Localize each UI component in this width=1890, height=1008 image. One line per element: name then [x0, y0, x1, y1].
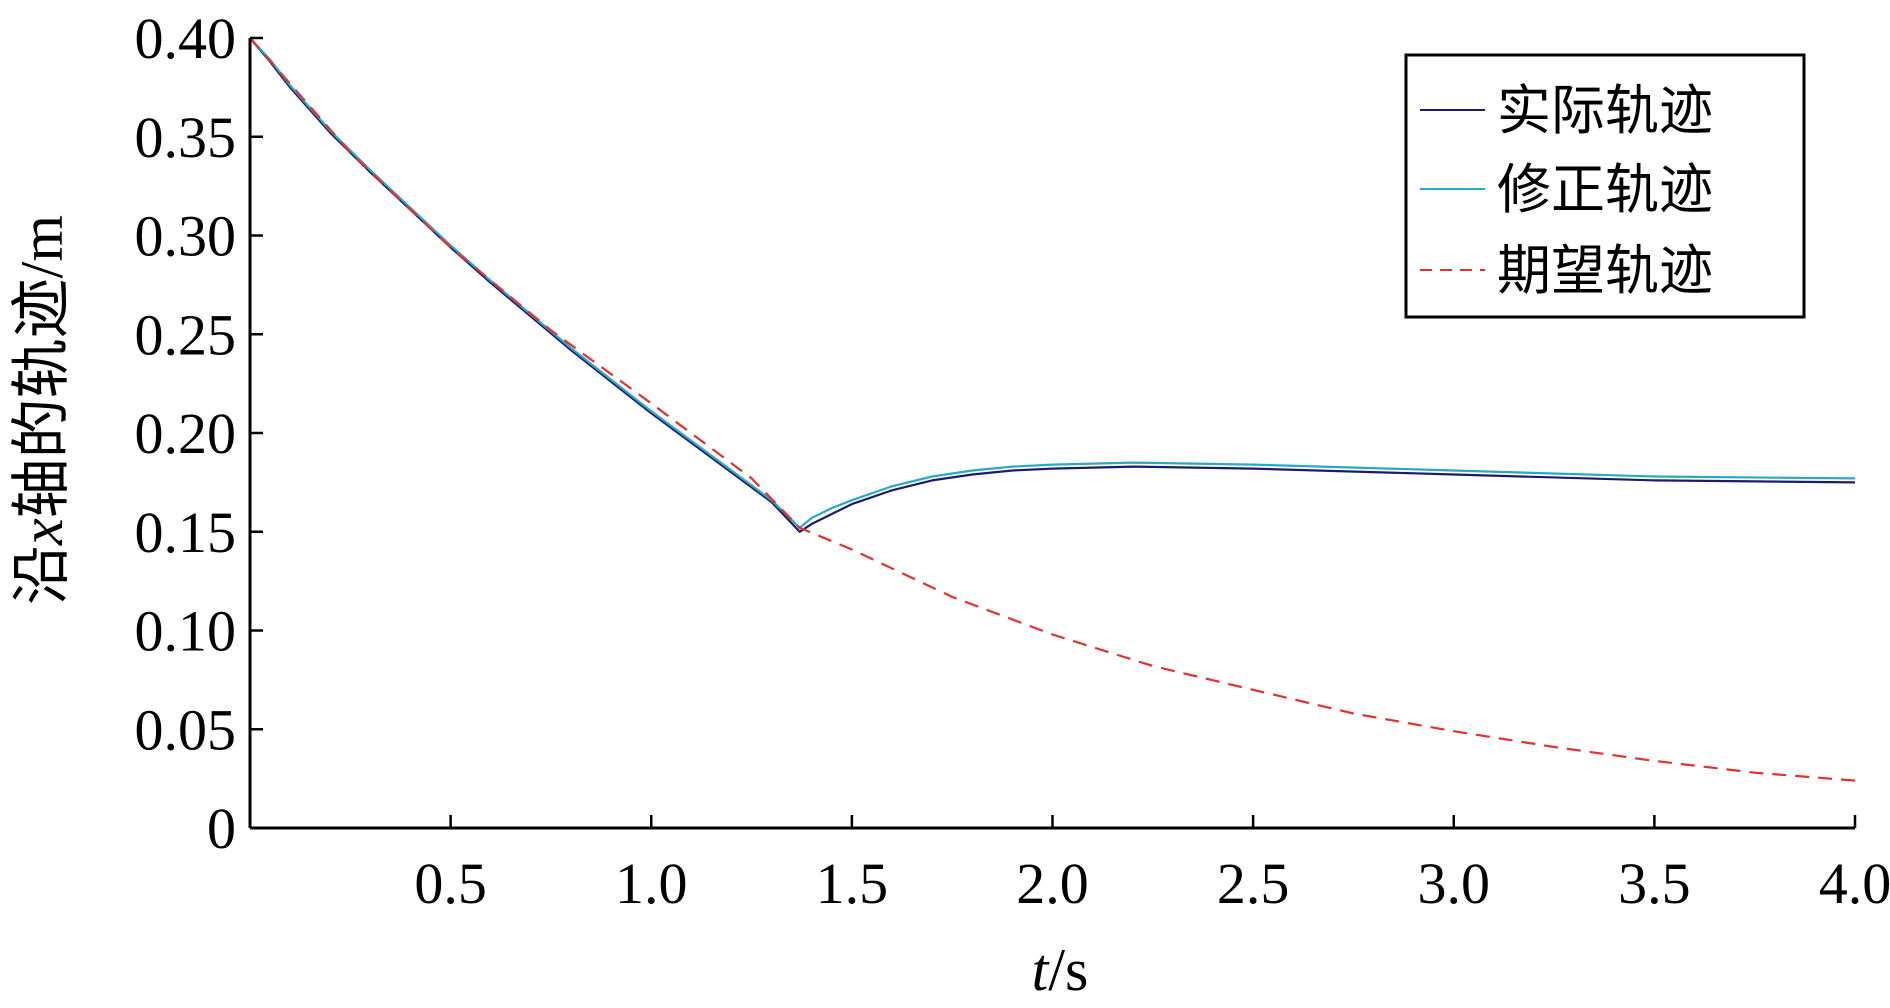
y-tick-label: 0 — [207, 796, 236, 861]
legend-label-expected: 期望轨迹 — [1497, 239, 1713, 302]
x-tick-label: 3.5 — [1618, 851, 1691, 916]
x-axis-title-italic: t — [1032, 937, 1050, 1003]
y-axis-title: 沿x轴的轨迹/m — [9, 215, 75, 605]
legend: 实际轨迹 修正轨迹 期望轨迹 — [1404, 53, 1806, 319]
y-tick-label: 0.40 — [135, 6, 237, 71]
legend-label-actual: 实际轨迹 — [1497, 79, 1713, 142]
series-layer — [249, 37, 1856, 782]
y-tick-label: 0.05 — [135, 697, 237, 762]
y-tick-label: 0.35 — [135, 105, 237, 170]
y-tick-label: 0.20 — [135, 401, 237, 466]
ticks-layer: 0.5 1.0 1.5 2.0 2.5 3.0 3.5 4.0 0 0.05 0.10 0.15 0.2… — [135, 6, 1890, 916]
y-axis-title-prefix: 沿 — [9, 545, 75, 605]
x-tick-label: 1.5 — [816, 851, 889, 916]
x-tick-label: 1.0 — [615, 851, 688, 916]
legend-box — [1404, 53, 1806, 319]
x-tick-label: 0.5 — [414, 851, 487, 916]
y-tick-label: 0.25 — [135, 302, 237, 367]
series-line-2 — [249, 37, 1856, 782]
y-tick-label: 0.15 — [135, 500, 237, 565]
y-tick-label: 0.10 — [135, 599, 237, 664]
y-tick-label: 0.30 — [135, 204, 237, 269]
x-axis-title: t/s — [1032, 937, 1089, 1003]
x-tick-label: 3.0 — [1418, 851, 1491, 916]
x-tick-label: 2.5 — [1217, 851, 1290, 916]
x-axis-title-unit: /s — [1048, 937, 1088, 1003]
y-axis-title-rest: 轴的轨迹/m — [9, 215, 75, 518]
x-tick-label: 2.0 — [1016, 851, 1089, 916]
y-axis-title-italic: x — [9, 518, 75, 546]
x-tick-label: 4.0 — [1819, 851, 1890, 916]
legend-label-corrected: 修正轨迹 — [1497, 158, 1713, 221]
